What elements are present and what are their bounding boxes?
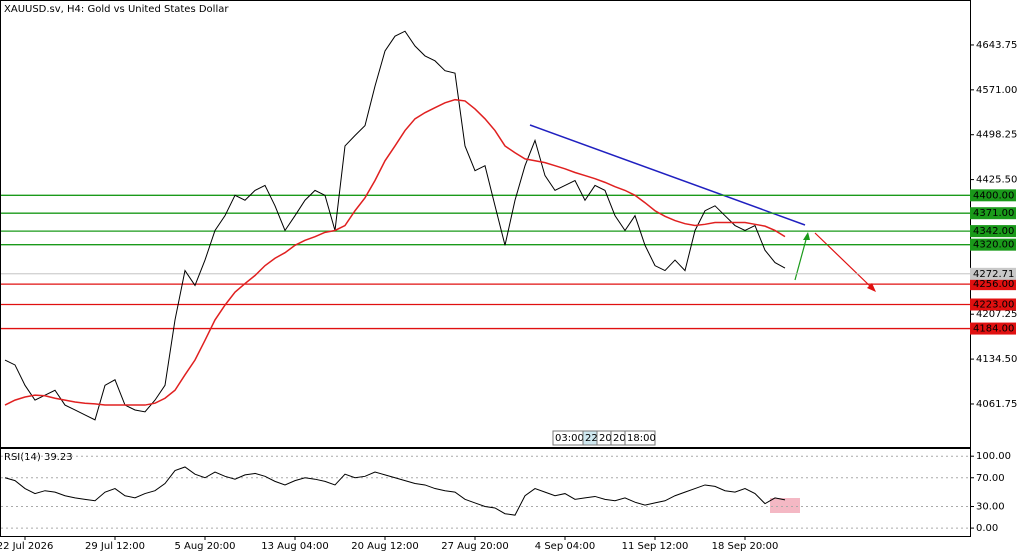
y-tick-label: 30.00: [976, 502, 1005, 513]
up-arrow: [794, 235, 808, 281]
level-label: 4223.00: [973, 300, 1014, 311]
time-scroll-label: 20: [613, 433, 626, 444]
trendline: [529, 124, 806, 226]
x-tick-label: 5 Aug 20:00: [174, 541, 235, 552]
y-tick-label: 4425.50: [976, 175, 1017, 186]
last-price-box: [970, 267, 1016, 280]
time-scroll-label: 18:00: [627, 433, 656, 444]
series-line: [4, 98, 786, 406]
level-box: [970, 278, 1016, 291]
y-tick-label: 4207.25: [976, 309, 1017, 320]
x-tick-label: 27 Aug 20:00: [441, 541, 508, 552]
level-box: [970, 207, 1016, 220]
level-box: [970, 189, 1016, 202]
down-arrow: [814, 232, 873, 289]
y-tick-label: 70.00: [976, 473, 1005, 484]
x-tick-label: 22 Jul 2026: [0, 541, 53, 552]
level-box: [970, 322, 1016, 335]
time-scroll-label: 20: [599, 433, 612, 444]
x-tick-label: 11 Sep 12:00: [622, 541, 689, 552]
level-label: 4342.00: [973, 226, 1014, 237]
last-price-label: 4272.71: [973, 269, 1014, 280]
time-scroll-label: 22: [585, 433, 598, 444]
x-tick-label: 20 Aug 12:00: [351, 541, 418, 552]
chart-title: XAUUSD.sv, H4: Gold vs United States Dol…: [4, 4, 229, 15]
level-label: 4184.00: [973, 324, 1014, 335]
down-arrow-head: [867, 283, 876, 292]
x-tick-label: 18 Sep 20:00: [712, 541, 779, 552]
y-tick-label: 4498.25: [976, 130, 1017, 141]
y-tick-label: 4643.75: [976, 40, 1017, 51]
y-tick-label: 4061.75: [976, 399, 1017, 410]
y-tick-label: 4571.00: [976, 85, 1017, 96]
series-line: [4, 466, 786, 516]
level-box: [970, 238, 1016, 251]
x-tick-label: 4 Sep 04:00: [535, 541, 595, 552]
rsi-highlight: [770, 498, 800, 513]
up-arrow-head: [803, 232, 810, 240]
level-label: 4256.00: [973, 279, 1014, 290]
y-tick-label: 4134.50: [976, 354, 1017, 365]
x-tick-label: 29 Jul 12:00: [85, 541, 145, 552]
level-box: [970, 225, 1016, 238]
y-tick-label: 100.00: [976, 451, 1011, 462]
level-label: 4371.00: [973, 208, 1014, 219]
level-label: 4400.00: [973, 190, 1014, 201]
rsi-panel: [0, 448, 971, 537]
level-box: [970, 298, 1016, 311]
price-panel: [0, 0, 971, 448]
time-scroll-cell: [624, 430, 656, 446]
time-scroll-label: 03:00: [555, 433, 584, 444]
y-tick-label: 0.00: [976, 523, 998, 534]
series-line: [4, 30, 786, 421]
x-tick-label: 13 Aug 04:00: [261, 541, 328, 552]
level-label: 4320.00: [973, 240, 1014, 251]
rsi-title: RSI(14) 39.23: [4, 452, 73, 463]
